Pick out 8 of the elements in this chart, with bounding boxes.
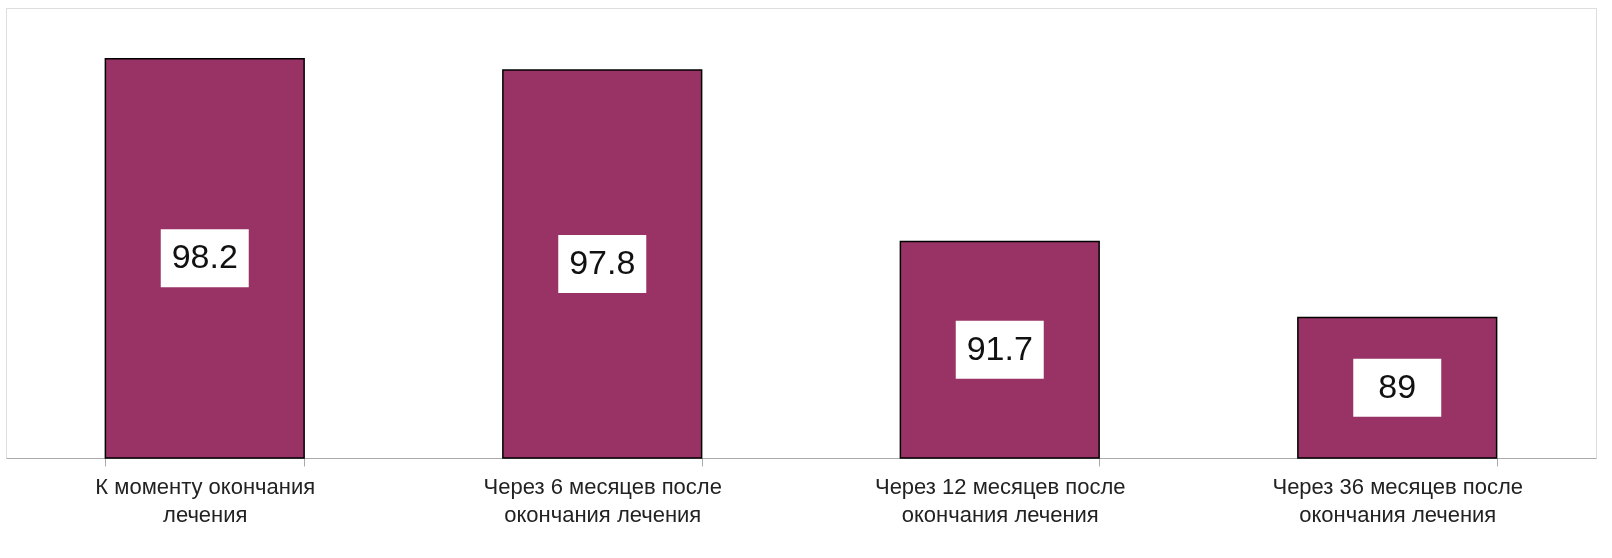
data-label: 97.8 (569, 242, 636, 281)
x-tick-label: Через 36 месяцев после окончания лечения (1272, 473, 1524, 527)
x-tick-label: Через 6 месяцев после окончания лечения (483, 473, 722, 527)
data-label: 89 (1378, 366, 1417, 405)
data-label: 98.2 (171, 237, 238, 276)
x-tick-label: К моменту окончания лечения (95, 473, 316, 527)
x-tick-label: Через 12 месяцев после окончания лечения (874, 473, 1126, 527)
data-label: 91.7 (966, 328, 1033, 367)
